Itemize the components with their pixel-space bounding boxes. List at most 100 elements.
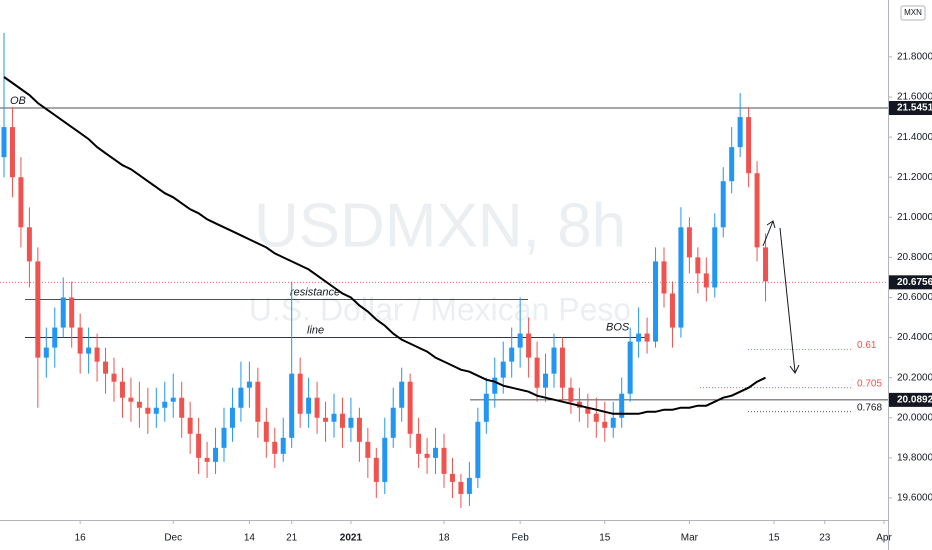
candle-body [382,437,388,482]
y-tick-label: 21.80000 [897,52,932,63]
candle-body [568,387,574,402]
candle-body [263,421,269,442]
candle-body [559,347,565,388]
candle-body [661,261,667,294]
x-tick-label: 16 [75,533,87,544]
candle-body [703,273,709,288]
candle-body [77,327,83,354]
x-tick-label: Mar [681,533,699,544]
x-tick-label: 14 [244,533,256,544]
candle-body [145,407,151,414]
candle-body [492,377,498,394]
candle-body [737,117,743,148]
currency-box[interactable] [900,5,926,21]
y-tick-label: 20.20000 [897,372,932,383]
horizontal-line-label: line [307,324,324,336]
x-tick-label: Feb [512,533,530,544]
candle-body [331,413,337,422]
x-tick-label: Dec [164,533,182,544]
candle-body [695,257,701,274]
candle-body [373,457,379,482]
candle-body [111,373,117,382]
candle-body [619,393,625,418]
candle-body [119,381,125,398]
candle-body [26,227,32,262]
candle-body [483,393,489,422]
candle-body [390,407,396,438]
fib-label: 0.705 [857,378,882,389]
candle-body [449,473,455,482]
candle-body [297,373,303,414]
x-tick-label: 21 [286,533,298,544]
candle-body [35,261,41,358]
candle-body [627,341,633,394]
candle-body [255,381,261,422]
candle-body [94,347,100,362]
price-label-box [889,275,932,290]
candle-body [272,441,278,454]
candle-body [128,397,134,402]
candle-body [153,407,159,414]
candle-body [712,227,718,288]
candle-body [280,437,286,454]
candle-body [229,407,235,428]
candle-body [339,413,345,428]
arrow-up-head [766,220,776,229]
bos-label: BOS [606,321,630,333]
candle-body [543,373,549,388]
candle-body [187,417,193,434]
candle-body [162,401,168,408]
candle-body [509,347,515,362]
candle-body [9,127,15,178]
arrow-up [762,220,774,247]
x-tick-label: 18 [438,533,450,544]
candle-body [746,117,752,174]
price-label: 20.08923 [897,395,932,406]
watermark-description: U.S. Dollar / Mexican Peso [249,291,631,327]
candle-body [669,293,675,328]
x-tick-label: 15 [768,533,780,544]
candle-body [60,297,66,328]
x-tick-label: Apr [876,533,892,544]
candle-body [204,457,210,462]
y-tick-label: 21.60000 [897,92,932,103]
candle-body [458,481,464,494]
candle-body [720,181,726,228]
candle-body [43,347,49,358]
y-tick-label: 20.60000 [897,292,932,303]
candle-body [686,227,692,258]
y-tick-label: 20.00000 [897,412,932,423]
y-tick-label: 19.80000 [897,452,932,463]
candle-body [593,413,599,422]
candle-body [306,397,312,414]
candle-body [365,441,371,458]
y-tick-label: 21.20000 [897,172,932,183]
candle-body [653,261,659,342]
x-tick-label: 23 [819,533,831,544]
candle-body [534,357,540,388]
candle-body [238,387,244,408]
candle-body [323,417,329,422]
fib-label: 0.61 [857,340,877,351]
candle-body [86,347,92,354]
currency-label: MXN [904,8,922,17]
candle-body [475,421,481,478]
horizontal-line-label: OB [10,95,26,107]
candle-body [170,397,176,402]
arrow-down [779,227,796,373]
fib-label: 0.768 [857,402,882,413]
candle-body [441,447,447,474]
watermark-symbol: USDMXN, 8h [254,191,626,260]
candle-body [103,361,109,374]
y-tick-label: 20.80000 [897,252,932,263]
candle-body [763,247,769,282]
candle-body [399,381,405,408]
candle-body [602,421,608,428]
x-tick-label: 15 [599,533,611,544]
y-tick-label: 19.60000 [897,493,932,504]
candle-body [221,427,227,448]
candle-body [69,297,75,328]
horizontal-line-label: resistance [290,286,340,298]
